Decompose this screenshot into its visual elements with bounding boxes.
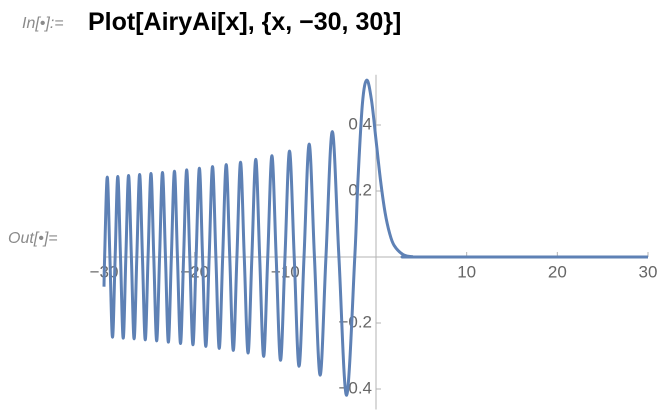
- curve: [102, 78, 649, 397]
- x-tick-label: 20: [548, 262, 567, 281]
- x-tick-label: 30: [639, 262, 658, 281]
- x-tick-label: 10: [457, 262, 476, 281]
- y-tick-label: −0.2: [338, 312, 372, 331]
- input-label: In[•]:=: [22, 15, 64, 32]
- output-label: Out[•]=: [8, 230, 58, 247]
- input-code[interactable]: Plot[AiryAi[x], {x, −30, 30}]: [88, 8, 401, 36]
- y-tick-label: 0.2: [348, 180, 372, 199]
- plot: −30 −20 −10 10 20 30−0.4−0.20.20.4: [90, 74, 658, 410]
